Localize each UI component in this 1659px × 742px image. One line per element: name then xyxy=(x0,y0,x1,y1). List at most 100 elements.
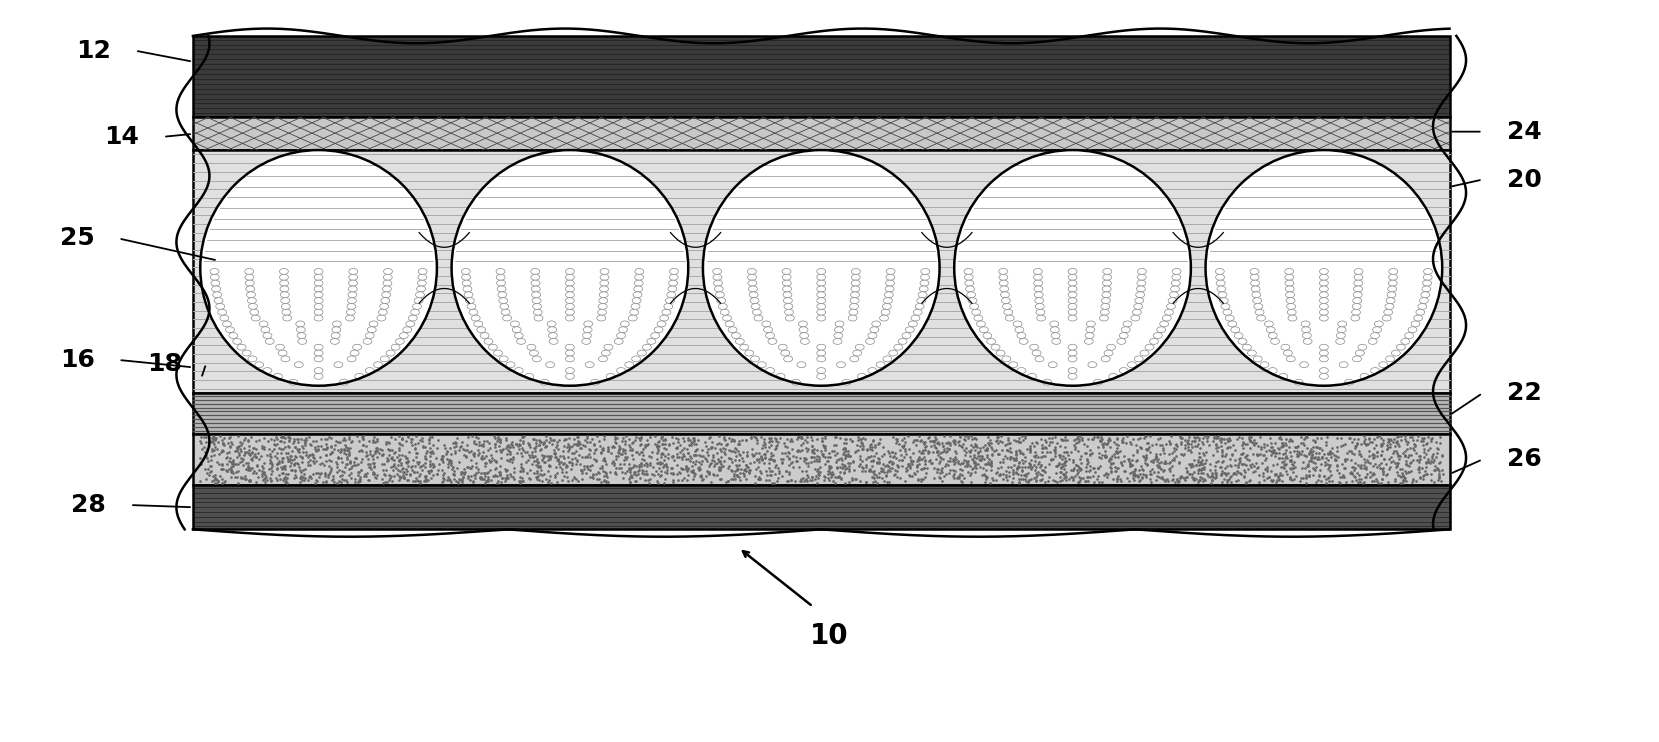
Point xyxy=(317,433,343,444)
Point xyxy=(630,468,657,480)
Point xyxy=(476,456,503,467)
Point xyxy=(876,456,902,468)
Ellipse shape xyxy=(886,286,894,292)
Point xyxy=(715,475,742,487)
Point xyxy=(1185,476,1211,488)
Point xyxy=(378,431,405,443)
Point xyxy=(1261,437,1287,449)
Point xyxy=(620,459,647,471)
Point xyxy=(1374,436,1400,448)
Point xyxy=(1062,435,1088,447)
Point xyxy=(1369,473,1395,485)
Point xyxy=(534,454,561,466)
Point xyxy=(484,476,511,487)
Point xyxy=(577,471,604,483)
Point xyxy=(232,432,259,444)
Point xyxy=(1133,471,1160,483)
Point xyxy=(388,459,415,471)
Ellipse shape xyxy=(1168,298,1176,303)
Point xyxy=(1117,456,1143,468)
Point xyxy=(241,450,267,462)
Point xyxy=(896,458,922,470)
Point xyxy=(577,460,604,472)
Point xyxy=(972,470,999,482)
Ellipse shape xyxy=(1319,298,1329,303)
Ellipse shape xyxy=(1286,286,1294,292)
Point xyxy=(474,466,501,478)
Point xyxy=(1387,463,1413,475)
Point xyxy=(536,450,562,462)
Point xyxy=(974,449,1000,461)
Point xyxy=(1203,467,1229,479)
Point xyxy=(1324,450,1350,462)
Ellipse shape xyxy=(816,292,826,298)
Point xyxy=(1319,442,1345,454)
Point xyxy=(1012,455,1039,467)
Ellipse shape xyxy=(294,362,304,367)
Point xyxy=(967,445,994,457)
Point xyxy=(853,461,879,473)
Point xyxy=(1410,447,1437,459)
Ellipse shape xyxy=(314,286,324,292)
Point xyxy=(290,473,317,485)
Point xyxy=(282,450,309,462)
Point xyxy=(1299,470,1326,482)
Ellipse shape xyxy=(1267,367,1277,373)
Ellipse shape xyxy=(1136,292,1145,298)
Point xyxy=(458,462,484,474)
Point xyxy=(962,460,989,472)
Point xyxy=(1380,436,1407,448)
Point xyxy=(1097,456,1123,467)
Point xyxy=(1208,440,1234,452)
Point xyxy=(664,459,690,470)
Ellipse shape xyxy=(1034,292,1044,298)
Point xyxy=(275,455,302,467)
Point xyxy=(423,452,450,464)
Ellipse shape xyxy=(280,298,290,303)
Point xyxy=(670,450,697,462)
Point xyxy=(1233,476,1259,488)
Point xyxy=(443,432,469,444)
Point xyxy=(438,447,465,459)
Point xyxy=(1344,467,1370,479)
Point xyxy=(815,455,841,467)
Point xyxy=(312,468,338,480)
Point xyxy=(868,465,894,477)
Point xyxy=(297,439,324,451)
Point xyxy=(428,464,455,476)
Point xyxy=(249,465,275,477)
Point xyxy=(612,430,639,442)
Point xyxy=(1009,461,1035,473)
Point xyxy=(1259,473,1286,485)
Point xyxy=(481,441,508,453)
Point xyxy=(592,469,619,481)
Point xyxy=(1171,474,1198,486)
Point xyxy=(418,445,445,457)
Point xyxy=(619,471,645,483)
Point xyxy=(898,454,924,466)
Point xyxy=(1384,437,1410,449)
Point xyxy=(620,453,647,464)
Point xyxy=(582,456,609,467)
Point xyxy=(1347,461,1374,473)
Point xyxy=(222,445,249,457)
Point xyxy=(421,460,448,472)
Ellipse shape xyxy=(1002,298,1010,303)
Point xyxy=(1375,433,1402,445)
Point xyxy=(664,468,690,480)
Point xyxy=(1161,441,1188,453)
Point xyxy=(1017,459,1044,470)
Point xyxy=(1138,455,1165,467)
Point xyxy=(1060,462,1087,473)
Point xyxy=(800,445,826,457)
Point xyxy=(806,469,833,481)
Point xyxy=(1259,441,1286,453)
Point xyxy=(596,476,622,487)
Point xyxy=(569,450,596,462)
Ellipse shape xyxy=(212,286,221,292)
Point xyxy=(408,436,435,447)
Point xyxy=(1032,441,1058,453)
Point xyxy=(669,462,695,474)
Point xyxy=(798,444,825,456)
Point xyxy=(778,456,805,468)
